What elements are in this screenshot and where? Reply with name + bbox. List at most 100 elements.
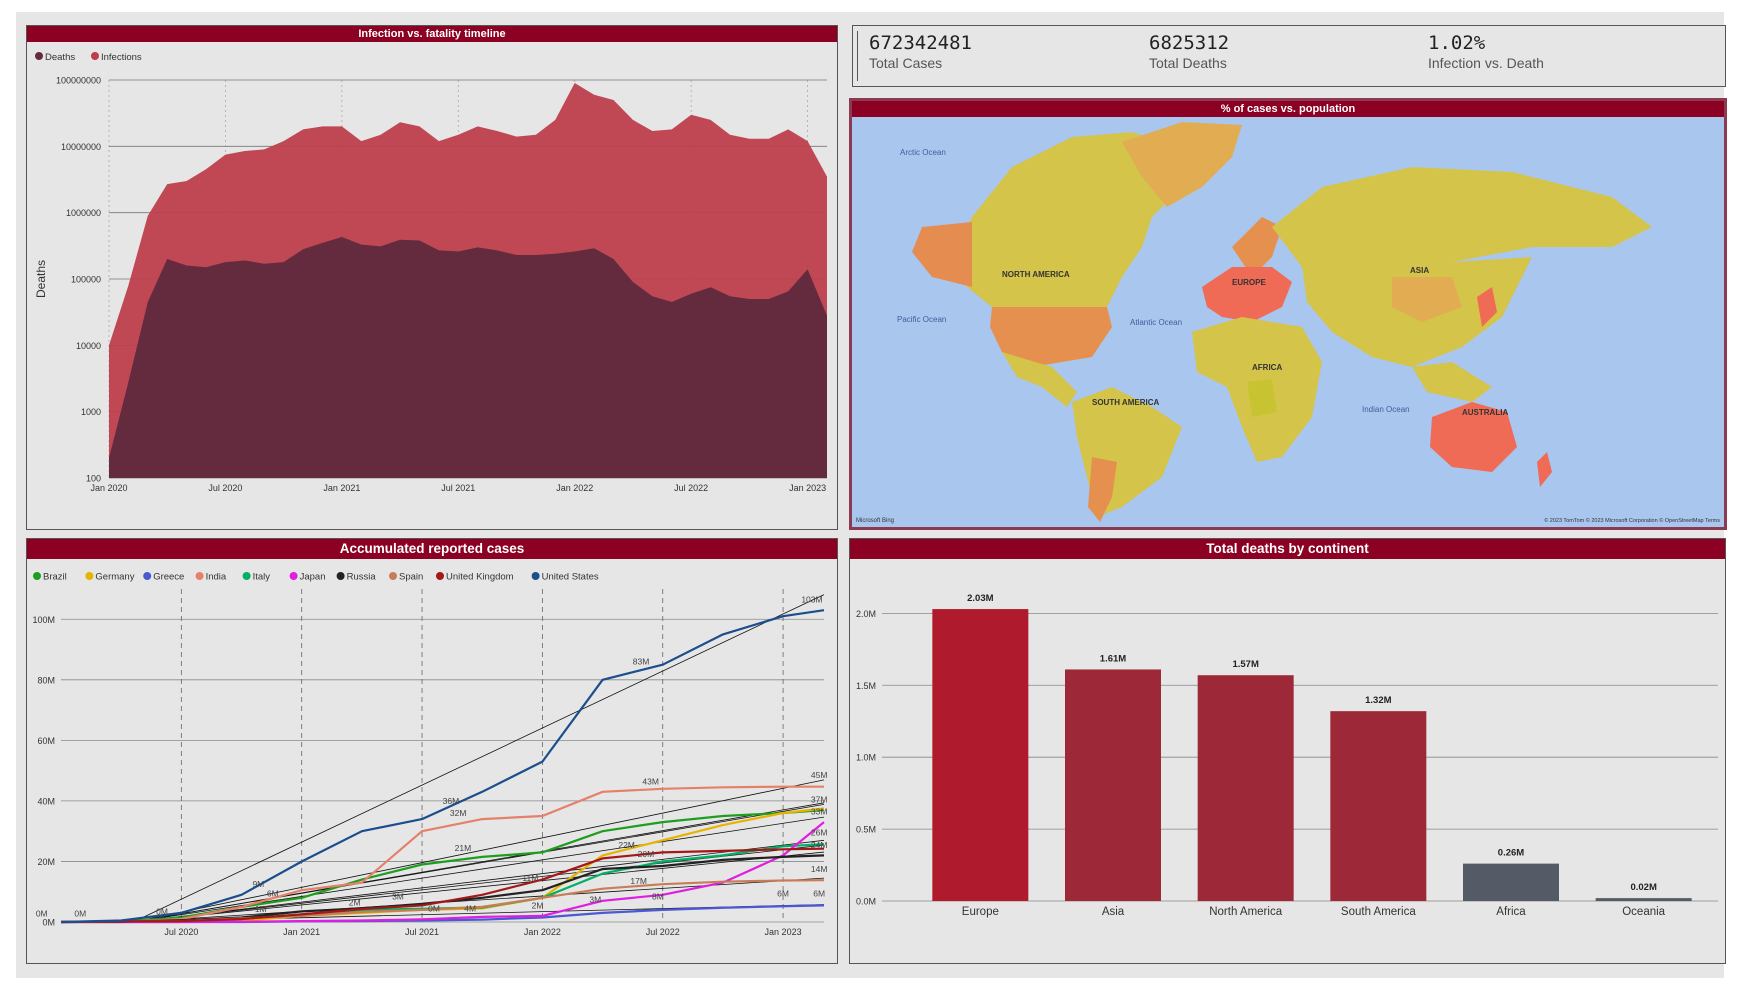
- bar-value-label: 0.02M: [1630, 882, 1656, 893]
- legend-marker: [289, 572, 298, 580]
- trend-line: [133, 877, 825, 923]
- trend-line: [133, 802, 825, 923]
- legend-label-deaths: Deaths: [45, 52, 75, 63]
- label-asia: ASIA: [1410, 266, 1429, 275]
- legend-marker-deaths: [35, 52, 43, 60]
- x-tick-label: Jul 2021: [441, 483, 475, 493]
- x-tick-label: Jul 2022: [674, 483, 708, 493]
- map-attribution[interactable]: © 2023 TomTom © 2023 Microsoft Corporati…: [1544, 517, 1720, 524]
- region-russia[interactable]: [1272, 167, 1652, 267]
- data-label: 9M: [252, 879, 264, 889]
- data-label: 26M: [811, 828, 828, 838]
- y-tick-label: 0.0M: [856, 897, 876, 907]
- data-label: 0M: [36, 909, 48, 919]
- series-line-russia: [60, 854, 825, 924]
- legend-marker: [143, 572, 152, 580]
- legend-label: Brazil: [43, 572, 67, 583]
- x-tick-label: Jan 2021: [283, 927, 320, 937]
- x-tick-label: Jul 2022: [646, 927, 680, 937]
- y-tick-label: 80M: [37, 675, 55, 685]
- accumulated-panel: Accumulated reported cases Brazil Germany…: [26, 538, 838, 964]
- region-greenland[interactable]: [1122, 122, 1242, 207]
- data-label: 36M: [443, 796, 460, 806]
- data-label: 103M: [801, 595, 822, 605]
- legend-marker: [33, 572, 41, 580]
- legend-marker: [531, 572, 540, 580]
- region-europe[interactable]: [1202, 267, 1292, 322]
- data-label: 0M: [156, 907, 168, 917]
- trend-line: [133, 594, 825, 923]
- bar-oceania: [1595, 898, 1692, 901]
- bar-category-label: Africa: [1496, 906, 1526, 918]
- legend-label: United Kingdom: [446, 572, 514, 583]
- legend-label: United States: [542, 572, 599, 583]
- data-label: 4M: [464, 903, 476, 913]
- y-tick-label: 1000000: [66, 208, 101, 218]
- x-tick-label: Jan 2022: [524, 927, 561, 937]
- kpi-total-cases-value: 672342481: [869, 32, 972, 54]
- accumulated-title: Accumulated reported cases: [27, 539, 837, 559]
- ocean-background: [852, 117, 1724, 527]
- continent-bar-chart[interactable]: 0.0M 0.5M 1.0M 1.5M 2.0M 2.03M Europe 1.61M Asia…: [850, 559, 1724, 962]
- area-deaths: [109, 237, 827, 478]
- region-argentina[interactable]: [1088, 457, 1117, 522]
- trend-line: [133, 779, 825, 923]
- series-line-united-states: [60, 609, 825, 924]
- timeline-panel: Infection vs. fatality timeline Deaths In…: [26, 25, 838, 530]
- bar-value-label: 1.57M: [1232, 659, 1258, 670]
- legend-label: Greece: [153, 572, 184, 583]
- y-tick-label: 1.5M: [856, 681, 876, 691]
- label-north-america: NORTH AMERICA: [1002, 270, 1070, 279]
- kpi-total-deaths: 6825312 Total Deaths: [1149, 32, 1229, 71]
- y-tick-label: 0.5M: [856, 825, 876, 835]
- dashboard-canvas: Infection vs. fatality timeline Deaths In…: [16, 12, 1727, 978]
- legend-marker: [195, 572, 204, 580]
- kpi-total-cases-label: Total Cases: [869, 55, 943, 71]
- region-canada[interactable]: [952, 132, 1202, 307]
- data-label: 17M: [630, 876, 647, 886]
- y-tick-label: 100000000: [56, 76, 101, 86]
- data-label: 33M: [811, 807, 828, 817]
- y-tick-label: 40M: [37, 796, 55, 806]
- region-japan[interactable]: [1477, 287, 1497, 327]
- series-line-germany: [60, 807, 825, 924]
- data-label: 6M: [777, 888, 789, 898]
- region-alaska[interactable]: [912, 222, 972, 287]
- bar-value-label: 2.03M: [967, 593, 993, 604]
- region-china[interactable]: [1392, 277, 1462, 322]
- legend-marker-infections: [91, 52, 99, 60]
- timeline-title: Infection vs. fatality timeline: [27, 26, 837, 42]
- y-tick-label: 100: [86, 474, 101, 484]
- y-tick-label: 20M: [37, 857, 55, 867]
- region-new-zealand[interactable]: [1537, 452, 1552, 487]
- series-line-india: [61, 785, 824, 924]
- bar-north-america: [1197, 675, 1294, 901]
- world-map[interactable]: NORTH AMERICA EUROPE ASIA AFRICA SOUTH A…: [852, 117, 1724, 527]
- legend-marker: [242, 572, 251, 580]
- accumulated-chart[interactable]: Brazil Germany Greece India Italy Japan Russia…: [27, 559, 836, 962]
- timeline-chart[interactable]: Deaths Infections Jan 2020 Jul 2020 Jan 2021…: [27, 42, 836, 528]
- region-australia[interactable]: [1430, 402, 1517, 472]
- series-line-japan: [61, 821, 825, 924]
- label-atlantic-ocean: Atlantic Ocean: [1130, 318, 1182, 327]
- data-label: 3M: [589, 894, 601, 904]
- kpi-divider: [857, 31, 858, 81]
- region-usa[interactable]: [990, 307, 1112, 367]
- continent-title: Total deaths by continent: [850, 539, 1725, 559]
- region-southeast-asia[interactable]: [1412, 362, 1492, 402]
- kpi-total-cases: 672342481 Total Cases: [869, 32, 972, 71]
- bing-logo: Microsoft Bing: [856, 518, 894, 524]
- region-central-africa[interactable]: [1247, 379, 1277, 417]
- legend-label: India: [206, 572, 227, 583]
- bar-category-label: Asia: [1102, 906, 1125, 918]
- data-label: 2M: [532, 900, 544, 910]
- legend-marker: [85, 572, 94, 580]
- legend-label: Italy: [253, 572, 271, 583]
- region-europe-north[interactable]: [1232, 217, 1282, 277]
- bar-category-label: North America: [1209, 906, 1282, 918]
- data-label: 43M: [642, 776, 659, 786]
- label-pacific-ocean: Pacific Ocean: [897, 315, 946, 324]
- label-indian-ocean: Indian Ocean: [1362, 405, 1410, 414]
- map-title: % of cases vs. population: [852, 101, 1724, 117]
- region-mexico[interactable]: [1002, 352, 1077, 407]
